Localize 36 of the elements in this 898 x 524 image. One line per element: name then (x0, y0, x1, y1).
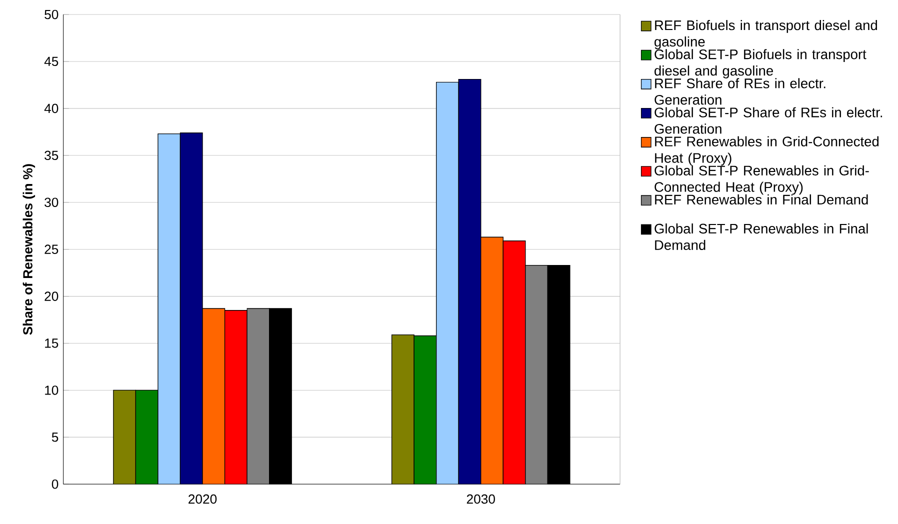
y-tick-label: 35 (44, 150, 58, 160)
bar (480, 236, 504, 484)
legend-label: Global SET-P Renewables in Grid-Connected Heat (Proxy) (654, 165, 869, 195)
bar (180, 132, 203, 484)
bar (436, 82, 459, 484)
bar (158, 134, 181, 484)
y-tick-label: 20 (44, 292, 58, 302)
y-tick-label: 50 (44, 10, 58, 20)
x-tick-label: 2030 (466, 494, 495, 504)
bar (113, 390, 136, 484)
x-tick-label: 2020 (188, 494, 217, 504)
y-axis-title: Share of Renewables (in %) (22, 164, 36, 335)
legend-label: Global SET-P Biofuels in transport diesel and gasoline (654, 49, 866, 79)
bar (502, 240, 526, 484)
bar (135, 390, 158, 484)
bar (525, 265, 548, 484)
legend-label: REF Share of REs in electr. Generation (654, 78, 826, 105)
bar (414, 336, 437, 484)
legend-label: Global SET-P Share of REs in electr. Generation (654, 107, 882, 134)
y-tick-label: 45 (44, 57, 58, 66)
y-tick-label: 40 (44, 104, 58, 114)
y-tick-label: 0 (52, 480, 58, 489)
y-tick-label: 30 (44, 198, 58, 208)
y-tick-label: 15 (45, 338, 58, 348)
y-tick-label: 5 (52, 432, 58, 442)
legend-label: REF Renewables in Grid-Connected Heat (Proxy) (655, 136, 879, 166)
legend-label: Global SET-P Renewables in Final Demand (654, 224, 868, 250)
bar (202, 308, 226, 484)
bar (391, 334, 414, 484)
bar (224, 310, 248, 484)
bar (246, 308, 270, 484)
bar (458, 79, 482, 484)
y-tick-label: 10 (45, 386, 58, 395)
y-tick-label: 25 (44, 244, 58, 254)
legend-label: REF Renewables in Final Demand (655, 194, 868, 205)
legend-label: REF Biofuels in transport diesel and gasoline (654, 20, 878, 50)
